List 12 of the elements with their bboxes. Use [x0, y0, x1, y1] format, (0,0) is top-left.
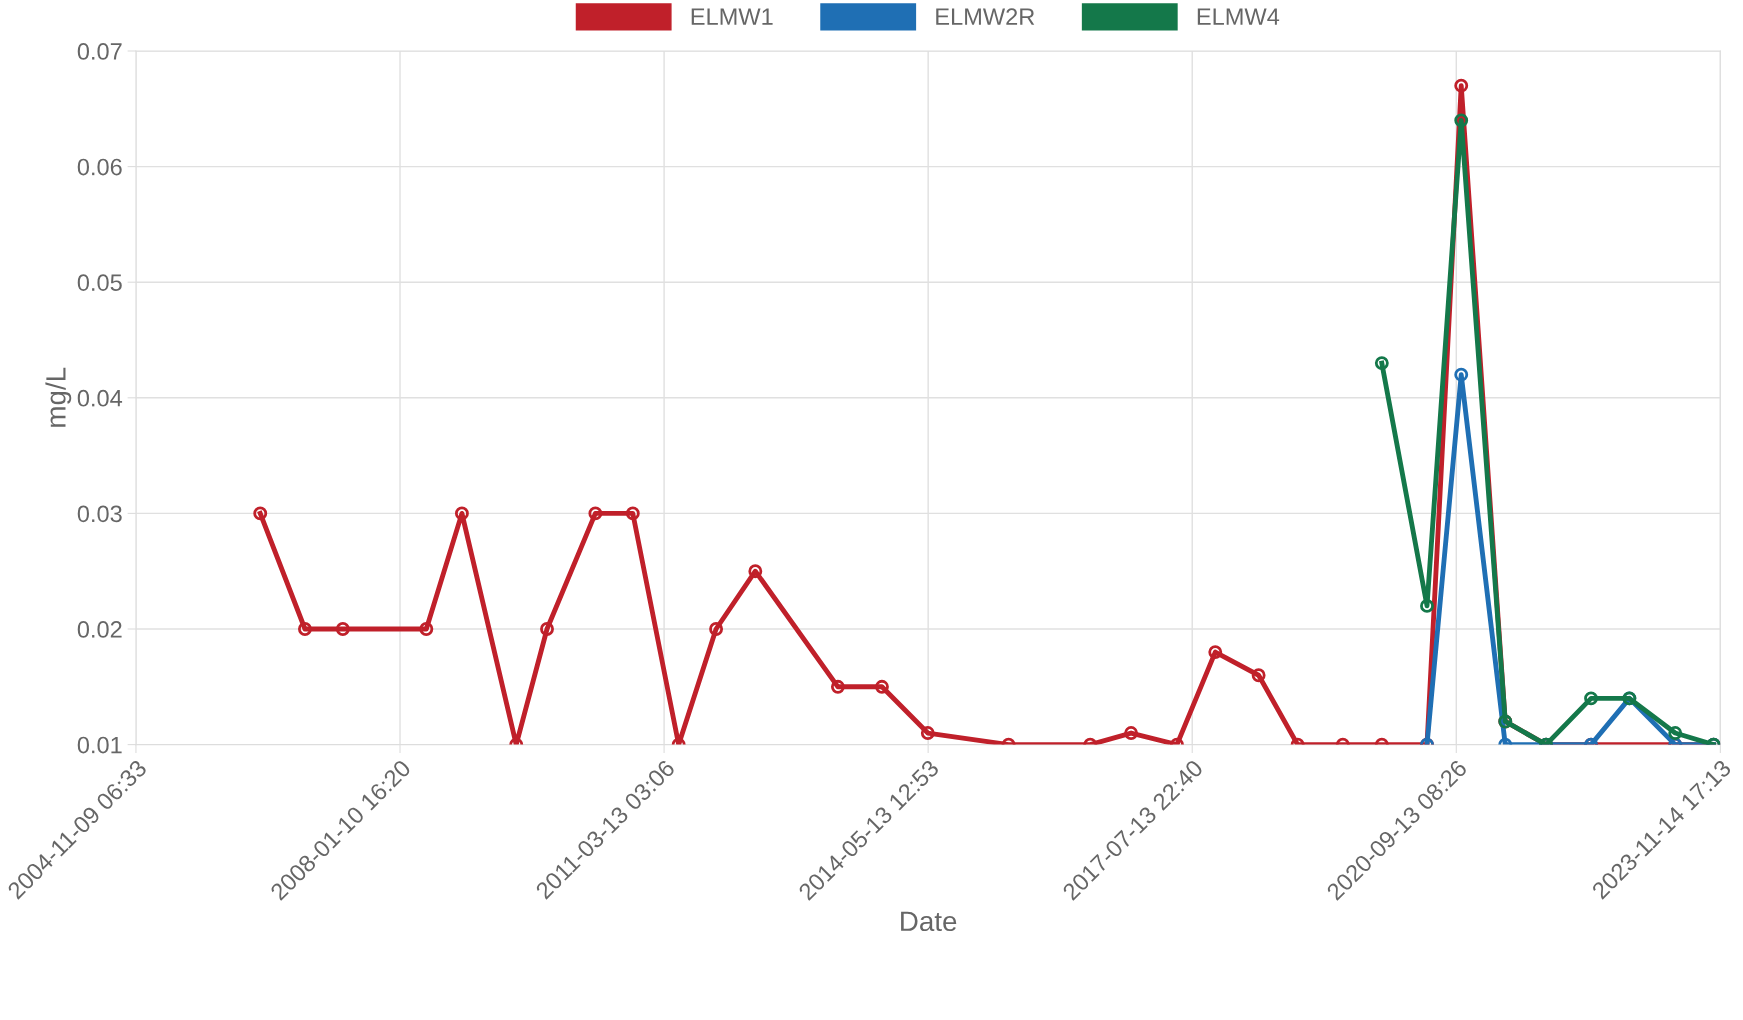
x-axis-title: Date: [901, 911, 957, 932]
y-tick-label: 0.05: [77, 274, 122, 291]
y-tick-label: 0.02: [77, 621, 122, 638]
legend-label: ELMW2R: [936, 8, 1035, 25]
y-tick-label: 0.03: [77, 505, 122, 523]
y-axis-title: mg/L: [45, 367, 72, 427]
legend-label: ELMW1: [691, 8, 773, 25]
legend-label: ELMW4: [1197, 8, 1280, 25]
y-tick-label: 0.07: [77, 43, 122, 60]
y-tick-label: 0.04: [77, 389, 123, 407]
y-tick-label: 0.06: [77, 158, 122, 176]
y-tick-label: 0.01: [77, 736, 122, 754]
